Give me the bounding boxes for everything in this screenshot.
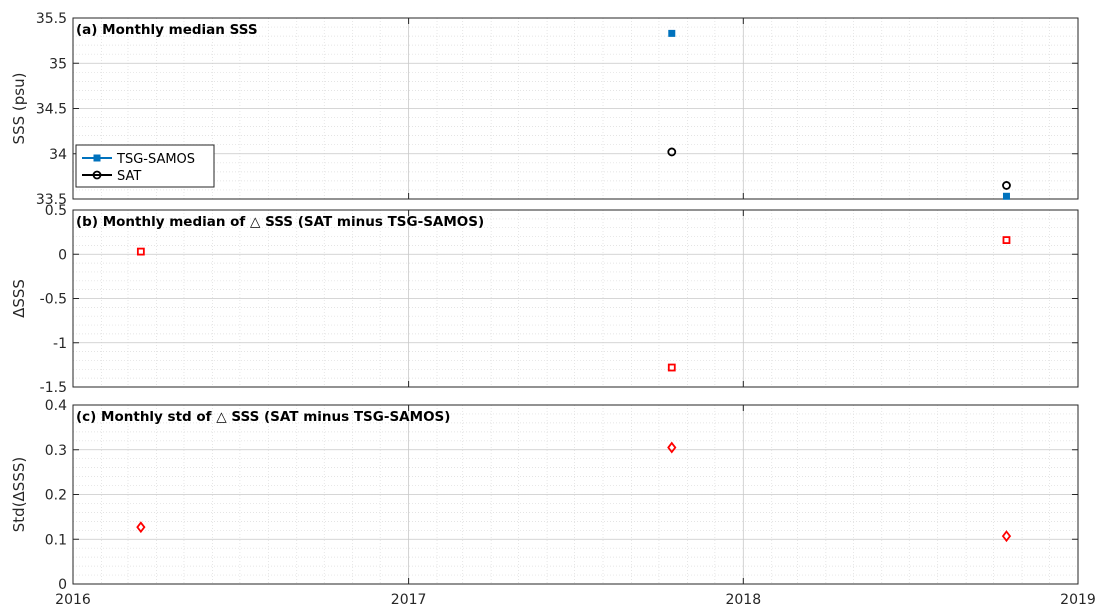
legend-box <box>75 144 215 188</box>
y-tick-label-c-0: 0 <box>58 577 67 593</box>
data-point-b-0-0 <box>136 247 145 256</box>
legend-marker-1 <box>92 170 102 180</box>
y-tick-label-a-2: 34.5 <box>36 102 67 118</box>
y-tick-label-a-3: 35 <box>49 56 67 72</box>
panel-b: (b) Monthly median of △ SSS (SAT minus T… <box>10 203 1079 396</box>
panel-a: (a) Monthly median SSS SSS (psu) 33.5 34 3… <box>10 11 1079 208</box>
data-point-a-1-1 <box>1002 181 1011 190</box>
y-tick-label-c-2: 0.2 <box>45 488 67 504</box>
panel-b-title: (b) Monthly median of △ SSS (SAT minus T… <box>76 214 484 230</box>
y-tick-label-b-1: -1 <box>53 336 67 352</box>
legend-marker-0 <box>93 154 101 162</box>
panel-c-title: (c) Monthly std of △ SSS (SAT minus TSG-… <box>76 409 450 425</box>
series-a-0 <box>668 29 1010 200</box>
data-point-c-0-0 <box>136 521 146 534</box>
grid-c <box>72 404 1079 585</box>
y-tick-label-a-1: 34 <box>49 147 67 163</box>
grid-b <box>72 209 1079 388</box>
panel-a-ylabel: SSS (psu) <box>10 73 28 145</box>
data-point-b-0-2 <box>1002 236 1011 244</box>
data-point-a-0-0 <box>668 29 676 37</box>
grid-a <box>72 17 1079 200</box>
series-a-1 <box>667 147 1011 190</box>
data-point-c-0-2 <box>1001 530 1012 543</box>
x-tick-label-c-2: 2018 <box>725 592 761 608</box>
x-tick-label-c-1: 2017 <box>391 592 427 608</box>
y-tick-label-b-2: -0.5 <box>40 292 67 308</box>
panel-c-ylabel: Std(ΔSSS) <box>10 457 28 532</box>
series-b-0 <box>136 236 1011 372</box>
x-tick-label-c-3: 2019 <box>1060 592 1096 608</box>
data-point-a-1-0 <box>667 147 677 157</box>
legend-label-tsg-samos: TSG-SAMOS <box>116 152 195 167</box>
y-tick-label-c-3: 0.3 <box>45 443 67 459</box>
axes-box-c <box>72 404 1079 585</box>
panel-c: (c) Monthly std of △ SSS (SAT minus TSG-… <box>10 398 1096 608</box>
legend: TSG-SAMOS SAT <box>75 144 215 188</box>
panel-b-ylabel: ΔSSS <box>10 279 28 318</box>
data-point-a-0-1 <box>1002 192 1010 200</box>
y-tick-label-c-1: 0.1 <box>45 532 67 548</box>
y-tick-label-b-3: 0 <box>58 247 67 263</box>
data-point-b-0-1 <box>667 363 676 372</box>
y-tick-label-c-4: 0.4 <box>45 398 67 414</box>
axes-box-b <box>72 209 1079 388</box>
y-tick-label-b-4: 0.5 <box>45 203 67 219</box>
data-point-c-0-1 <box>667 441 677 454</box>
y-tick-label-b-0: -1.5 <box>40 380 67 396</box>
panel-a-title: (a) Monthly median SSS <box>76 22 258 38</box>
x-tick-label-c-0: 2016 <box>55 592 91 608</box>
axes-box-a <box>72 17 1079 200</box>
series-c-0 <box>136 441 1012 543</box>
legend-label-sat: SAT <box>117 169 141 184</box>
y-tick-label-a-0: 33.5 <box>36 192 67 208</box>
y-tick-label-a-4: 35.5 <box>36 11 67 27</box>
